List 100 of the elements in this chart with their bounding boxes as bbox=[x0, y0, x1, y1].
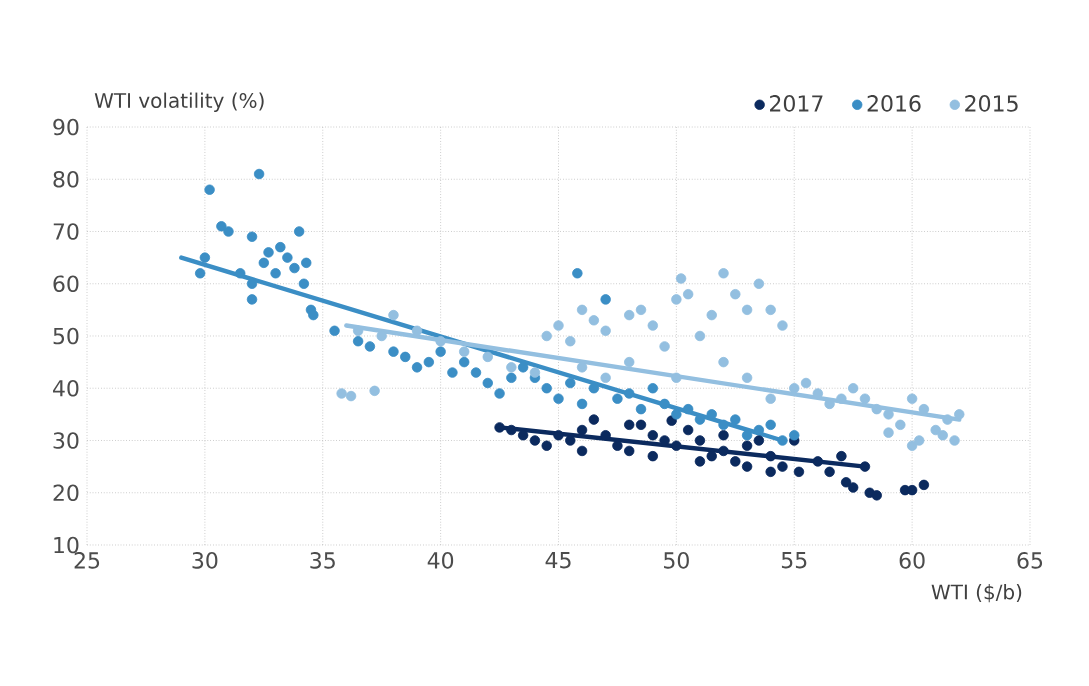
point bbox=[308, 309, 319, 321]
point bbox=[235, 268, 246, 279]
point bbox=[246, 294, 258, 305]
point bbox=[289, 262, 300, 274]
point bbox=[730, 288, 741, 300]
point bbox=[506, 424, 517, 436]
point bbox=[671, 409, 682, 420]
point bbox=[576, 398, 588, 410]
point bbox=[494, 422, 505, 433]
point bbox=[765, 450, 776, 462]
point bbox=[258, 257, 270, 269]
point bbox=[576, 445, 588, 457]
point bbox=[194, 268, 206, 279]
point bbox=[506, 362, 517, 373]
x-tick-label: 30 bbox=[192, 552, 218, 569]
point bbox=[718, 356, 729, 368]
x-tick-label: 65 bbox=[1017, 552, 1043, 569]
point bbox=[411, 325, 423, 336]
point bbox=[918, 479, 930, 491]
point bbox=[741, 461, 753, 472]
point bbox=[647, 320, 658, 331]
point bbox=[459, 346, 470, 357]
point bbox=[793, 466, 805, 478]
point bbox=[624, 309, 635, 321]
point bbox=[298, 278, 310, 289]
point bbox=[529, 435, 541, 446]
point bbox=[411, 362, 423, 373]
point bbox=[659, 341, 670, 352]
point bbox=[576, 424, 588, 436]
point bbox=[718, 430, 729, 441]
point bbox=[883, 409, 894, 420]
point bbox=[671, 440, 682, 451]
point bbox=[730, 414, 741, 425]
point bbox=[741, 304, 753, 316]
point bbox=[565, 377, 576, 389]
point bbox=[635, 419, 647, 431]
point bbox=[553, 393, 564, 404]
x-tick-label: 25 bbox=[74, 552, 100, 569]
point bbox=[800, 377, 812, 389]
point bbox=[529, 367, 541, 378]
point bbox=[293, 226, 305, 237]
point bbox=[388, 309, 399, 321]
point bbox=[659, 398, 670, 410]
point bbox=[541, 330, 552, 342]
point bbox=[671, 294, 682, 305]
point bbox=[282, 252, 293, 263]
point bbox=[624, 356, 635, 368]
point bbox=[506, 372, 517, 383]
point bbox=[482, 377, 493, 389]
point bbox=[553, 430, 564, 441]
point bbox=[777, 435, 788, 446]
point bbox=[301, 257, 312, 269]
point bbox=[694, 456, 706, 467]
point bbox=[930, 424, 941, 436]
point bbox=[847, 383, 859, 394]
y-tick-label: 10 bbox=[54, 536, 79, 554]
point bbox=[482, 351, 493, 363]
point bbox=[600, 294, 611, 305]
point bbox=[199, 252, 211, 263]
point bbox=[588, 414, 600, 425]
point bbox=[753, 424, 765, 436]
y-tick-label: 20 bbox=[53, 484, 79, 502]
point bbox=[624, 388, 635, 399]
x-tick-label: 35 bbox=[310, 552, 335, 569]
point bbox=[336, 388, 347, 399]
point bbox=[741, 372, 753, 383]
point bbox=[447, 367, 458, 378]
legend-label: 2016 bbox=[867, 95, 921, 112]
point bbox=[388, 346, 399, 357]
y-tick-label: 50 bbox=[53, 327, 79, 345]
y-tick-label: 60 bbox=[53, 275, 79, 293]
x-axis-title: WTI ($/b) bbox=[931, 584, 1022, 603]
point bbox=[682, 424, 694, 436]
point bbox=[635, 403, 647, 415]
point bbox=[588, 383, 600, 394]
x-tick-label: 60 bbox=[899, 552, 925, 569]
point bbox=[329, 325, 340, 336]
point bbox=[517, 362, 529, 373]
point bbox=[840, 477, 852, 488]
point bbox=[765, 466, 776, 478]
point bbox=[824, 466, 835, 478]
y-tick-label: 90 bbox=[53, 118, 79, 136]
point bbox=[364, 341, 376, 352]
point bbox=[895, 419, 906, 431]
point bbox=[647, 450, 658, 462]
point bbox=[937, 430, 948, 441]
point bbox=[777, 320, 788, 331]
point bbox=[913, 435, 925, 446]
point bbox=[435, 346, 446, 357]
y-tick-label: 70 bbox=[53, 223, 79, 240]
point bbox=[635, 304, 647, 316]
point bbox=[883, 427, 894, 438]
y-tick-label: 40 bbox=[53, 379, 79, 397]
point bbox=[671, 372, 682, 383]
point bbox=[847, 482, 859, 493]
point bbox=[954, 409, 965, 420]
point bbox=[949, 435, 960, 446]
point bbox=[682, 288, 694, 300]
point bbox=[765, 304, 776, 316]
point bbox=[216, 221, 227, 232]
